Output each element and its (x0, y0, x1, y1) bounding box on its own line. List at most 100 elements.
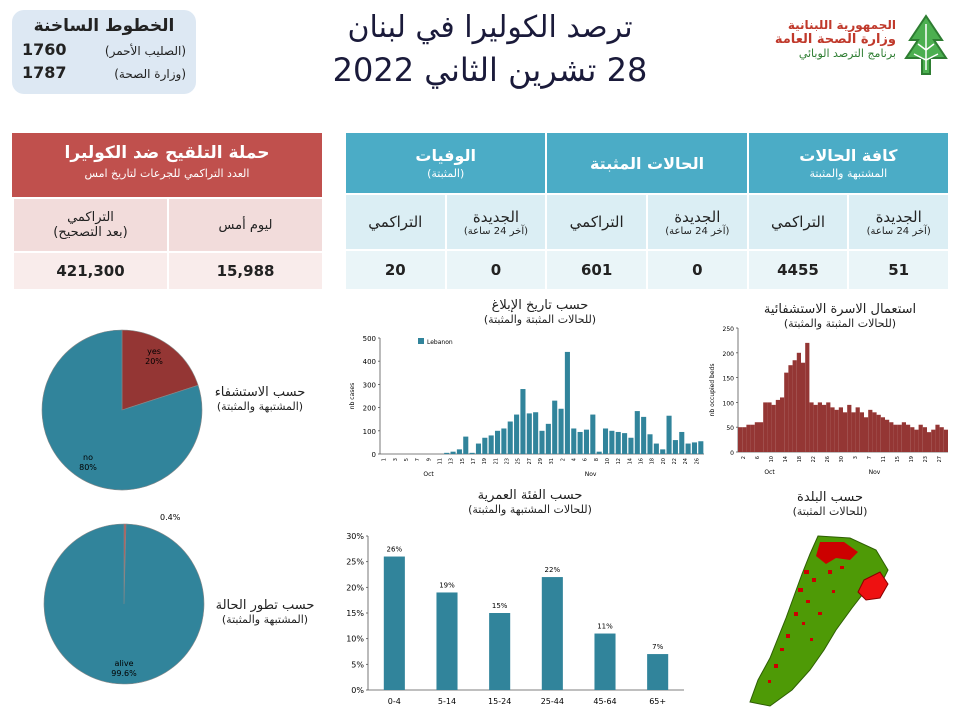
bar (826, 402, 831, 452)
bar (666, 415, 672, 454)
y-tick-label: 20% (346, 583, 364, 592)
x-tick-label: 22 (672, 458, 678, 464)
x-tick-label: 10 (605, 458, 611, 464)
all-new-header: الجديدة (آخر 24 ساعة) (847, 195, 948, 249)
vaccination-val-cumulative: 421,300 (12, 253, 167, 289)
bar (594, 633, 616, 690)
bar (634, 411, 640, 454)
all-cases-title: كافة الحالات (799, 146, 898, 165)
hotline-title: الخطوط الساخنة (33, 16, 175, 36)
bar (456, 449, 462, 454)
x-tick-label: 8 (594, 458, 600, 461)
hotline-red-cross-label: (الصليب الأحمر) (104, 44, 186, 58)
bar (855, 407, 860, 452)
deaths-cum-label: التراكمي (368, 213, 423, 231)
month-label: Nov (869, 469, 881, 476)
x-tick-label: 6 (583, 458, 589, 461)
bar (822, 404, 827, 452)
map-hotspot-north (816, 542, 858, 564)
bar-value-label: 26% (387, 546, 403, 554)
bar (615, 431, 621, 454)
x-tick-label: 5-14 (438, 697, 456, 706)
map-case-dots (768, 566, 844, 683)
x-tick-label: 7 (867, 456, 873, 459)
bar (514, 414, 520, 454)
hotline-moph-label: (وزارة الصحة) (114, 67, 186, 81)
deaths-new-value: 0 (444, 251, 546, 289)
y-tick-label: 0% (351, 686, 364, 695)
bar (564, 351, 570, 454)
bar (771, 404, 776, 452)
y-tick-label: 200 (723, 351, 735, 358)
bar (901, 422, 906, 452)
bar (489, 613, 511, 690)
x-tick-label: 0-4 (388, 697, 401, 706)
age-title: حسب الفئة العمرية (477, 488, 583, 503)
conf-cum-label: التراكمي (569, 213, 624, 231)
bar (885, 419, 890, 452)
bar (444, 452, 450, 454)
bar (541, 577, 563, 690)
all-cum-header: التراكمي (746, 195, 848, 249)
bar (463, 436, 469, 454)
logo-line1: الجمهورية اللبنانية (787, 18, 896, 32)
y-tick-label: 10% (346, 635, 364, 644)
logo-line2: وزارة الصحة العامة (774, 32, 896, 47)
epi-sub: (للحالات المثبتة والمثبتة) (483, 313, 597, 326)
bar (526, 413, 532, 454)
page-title-line2: 28 تشرين الثاني 2022 (332, 51, 648, 89)
outcome-pie-caption: حسب تطور الحالة (المشتبهة والمثبتة) (210, 598, 320, 626)
x-tick-label: 6 (755, 456, 761, 459)
bar (647, 654, 669, 690)
x-tick-label: 45-64 (593, 697, 616, 706)
x-tick-label: 20 (661, 458, 667, 464)
bar (780, 397, 785, 452)
conf-new-sub: (آخر 24 ساعة) (665, 225, 730, 237)
bar (475, 443, 482, 454)
y-tick-label: 0 (372, 451, 376, 459)
cedar-icon (904, 14, 948, 75)
x-tick-label: 18 (797, 456, 803, 462)
bar (672, 440, 678, 454)
y-tick-label: 50 (726, 425, 734, 432)
x-tick-label: 26 (825, 456, 831, 462)
bar (906, 424, 911, 452)
conf-new-label: الجديدة (674, 207, 721, 226)
x-tick-label: 23 (504, 458, 510, 464)
conf-new-header: الجديدة (آخر 24 ساعة) (645, 195, 747, 249)
page-title: ترصد الكوليرا في لبنان 28 تشرين الثاني 2… (300, 8, 680, 92)
bar (533, 412, 539, 454)
y-tick-label: 100 (723, 400, 735, 407)
bar (746, 424, 751, 452)
bar (935, 424, 940, 452)
hosp-pie-sub: (المشتبهة والمثبتة) (216, 400, 304, 413)
bar (738, 427, 743, 452)
all-cum-value: 4455 (746, 251, 848, 289)
all-new-label: الجديدة (875, 207, 922, 226)
bar (801, 362, 806, 452)
bar (685, 443, 691, 454)
bar (641, 416, 647, 454)
x-tick-label: 13 (449, 458, 455, 464)
confirmed-header: الحالات المثبتة (545, 133, 747, 193)
bar (750, 424, 755, 452)
x-tick-label: 9 (426, 458, 432, 461)
x-tick-label: 14 (627, 458, 633, 464)
bar (602, 428, 609, 454)
pie-percent-other: 0.4% (160, 513, 181, 522)
bar (838, 407, 843, 452)
vaccination-col-yesterday: ليوم أمس (167, 199, 322, 251)
bar (488, 435, 494, 454)
vaccination-table: حملة التلقيح ضد الكوليرا العدد التراكمي … (12, 133, 322, 289)
conf-cum-value: 601 (545, 251, 646, 289)
vaccination-header: حملة التلقيح ضد الكوليرا العدد التراكمي … (12, 133, 322, 197)
x-tick-label: 17 (471, 458, 477, 464)
x-tick-label: 24 (683, 458, 689, 464)
all-cases-header: كافة الحالات المشتبهة والمثبتة (746, 133, 948, 193)
bar (872, 412, 877, 452)
map-hotspot-akkar (857, 571, 889, 601)
bar (809, 402, 814, 452)
lebanon-map (749, 535, 889, 707)
bar (876, 414, 881, 452)
